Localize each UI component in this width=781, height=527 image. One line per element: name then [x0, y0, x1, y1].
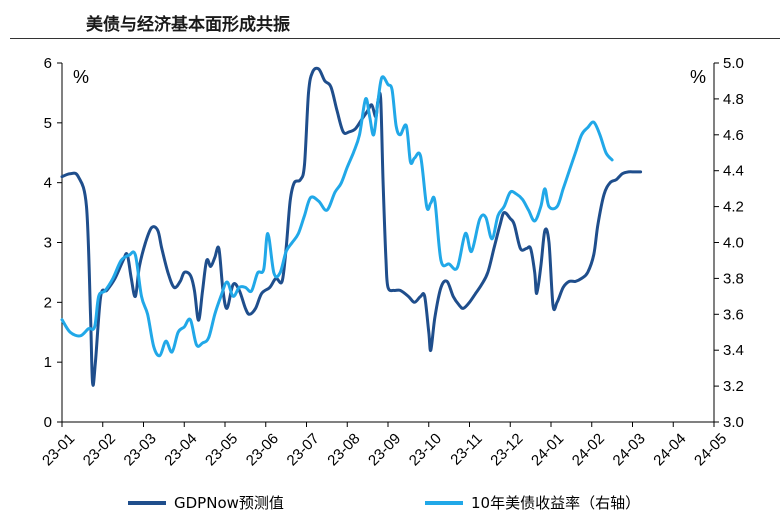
left-axis-tick-label: 2: [44, 294, 52, 311]
right-axis-tick-label: 3.0: [723, 414, 744, 431]
chart-title: 美债与经济基本面形成共振: [86, 15, 290, 35]
tick-labels: 0 1 2 3 4 5 6 3.0 3.2 3.4 3.6 3.8 4.0 4.2 4.4 4.6 4.8 5.0…: [39, 55, 744, 469]
right-axis-tick-label: 4.4: [723, 163, 744, 180]
title-divider: [10, 38, 780, 39]
x-axis-tick-label: 23-04: [161, 430, 200, 469]
left-axis-tick-label: 5: [44, 115, 52, 132]
dual-axis-line-chart: 0 1 2 3 4 5 6 3.0 3.2 3.4 3.6 3.8 4.0 4.2 4.4 4.6 4.8 5.0…: [39, 55, 744, 469]
right-axis-tick-label: 3.8: [723, 270, 744, 287]
x-axis-tick-label: 23-12: [487, 430, 526, 469]
x-axis-tick-label: 24-02: [569, 430, 608, 469]
left-axis-tick-label: 1: [44, 354, 52, 371]
series-line-treasury-10y: [60, 75, 614, 358]
right-axis-tick-label: 4.6: [723, 127, 744, 144]
x-axis-tick-label: 23-08: [324, 430, 363, 469]
x-axis-tick-label: 23-05: [202, 430, 241, 469]
left-axis-unit: %: [73, 67, 89, 87]
x-axis-tick-label: 23-02: [80, 430, 119, 469]
x-axis-tick-label: 23-11: [447, 430, 485, 468]
legend-swatch-gdpnow: [128, 500, 166, 505]
axes: [57, 62, 719, 427]
x-axis-tick-label: 24-03: [610, 430, 649, 469]
x-axis-tick-label: 23-09: [365, 430, 404, 469]
right-axis-tick-label: 3.6: [723, 306, 744, 323]
legend-item-treasury-10y: 10年美债收益率（右轴）: [425, 492, 640, 513]
x-axis-tick-label: 23-03: [121, 430, 160, 469]
legend-label-treasury-10y: 10年美债收益率（右轴）: [471, 494, 641, 512]
x-axis-tick-label: 24-05: [691, 430, 730, 469]
x-axis-tick-label: 24-01: [528, 430, 567, 469]
x-axis-tick-label: 23-07: [284, 430, 323, 469]
legend: GDPNow预测值 10年美债收益率（右轴）: [0, 488, 781, 518]
x-axis-tick-label: 23-01: [39, 430, 78, 469]
series-line-gdpnow: [60, 66, 643, 387]
right-axis-tick-label: 4.8: [723, 91, 744, 108]
left-axis-tick-label: 3: [44, 235, 52, 252]
x-axis-tick-label: 24-04: [650, 430, 689, 469]
right-axis-tick-label: 3.2: [723, 378, 744, 395]
legend-swatch-treasury-10y: [425, 500, 463, 505]
right-axis-tick-label: 3.4: [723, 342, 744, 359]
left-axis-tick-label: 6: [44, 55, 52, 72]
right-axis-tick-label: 4.2: [723, 199, 744, 216]
legend-label-gdpnow: GDPNow预测值: [174, 494, 284, 512]
x-axis-tick-label: 23-06: [243, 430, 282, 469]
legend-item-gdpnow: GDPNow预测值: [128, 492, 284, 513]
x-axis-tick-label: 23-10: [406, 430, 445, 469]
right-axis-tick-label: 5.0: [723, 55, 744, 72]
right-axis-tick-label: 4.0: [723, 235, 744, 252]
series-lines: [60, 66, 643, 387]
left-axis-tick-label: 0: [44, 414, 52, 431]
left-axis-tick-label: 4: [44, 175, 52, 192]
right-axis-unit: %: [690, 67, 706, 87]
